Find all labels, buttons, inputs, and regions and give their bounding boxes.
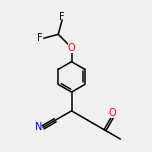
Text: F: F bbox=[59, 12, 65, 22]
Text: O: O bbox=[68, 43, 75, 53]
Text: F: F bbox=[37, 33, 43, 43]
Text: O: O bbox=[109, 108, 116, 118]
Text: N: N bbox=[35, 122, 43, 132]
